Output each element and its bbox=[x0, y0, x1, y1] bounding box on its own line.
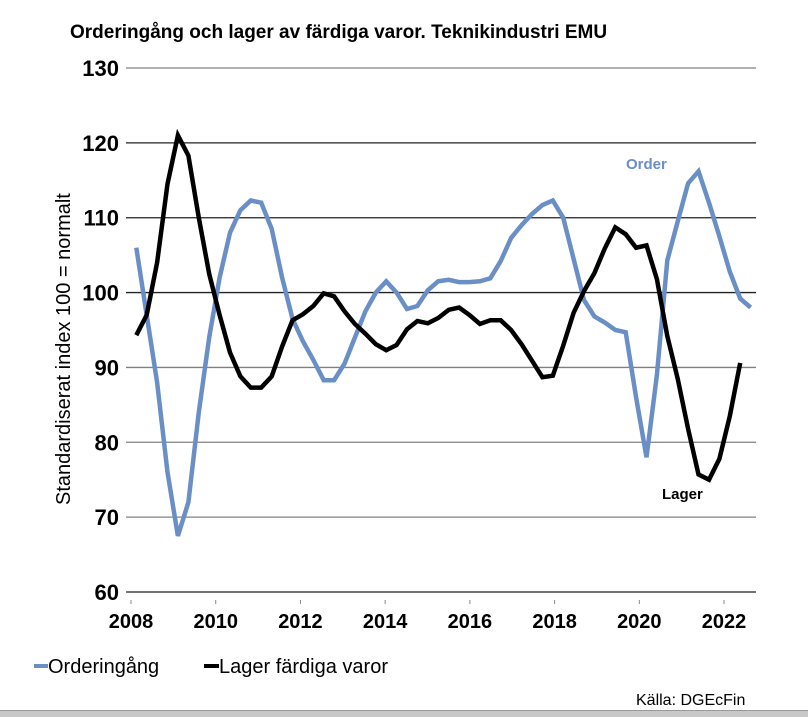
series-line-lager bbox=[134, 128, 743, 483]
y-tick-label: 110 bbox=[84, 206, 120, 231]
source-note: Källa: DGEcFin bbox=[636, 692, 745, 709]
legend-item-lager: Lager färdiga varor bbox=[204, 656, 388, 678]
y-tick-label: 60 bbox=[95, 580, 119, 605]
y-tick-label: 120 bbox=[82, 131, 119, 156]
x-axis-ticks: 2008 2010 2012 2014 2016 2018 2020 2022 bbox=[109, 600, 747, 633]
legend-label-orderingang: Orderingång bbox=[48, 656, 159, 678]
x-tick-label: 2018 bbox=[532, 611, 577, 633]
y-tick-label: 90 bbox=[95, 355, 119, 380]
y-tick-label: 100 bbox=[82, 281, 119, 306]
x-tick-label: 2012 bbox=[278, 611, 323, 633]
legend-label-lager: Lager färdiga varor bbox=[219, 656, 388, 678]
x-tick-label: 2020 bbox=[617, 611, 662, 633]
x-tick-label: 2022 bbox=[702, 611, 747, 633]
gridlines bbox=[126, 67, 756, 593]
chart-title: Orderingång och lager av färdiga varor. … bbox=[70, 22, 607, 43]
y-tick-label: 70 bbox=[95, 505, 119, 530]
y-tick-label: 130 bbox=[82, 56, 119, 81]
bottom-border bbox=[0, 710, 808, 717]
y-tick-label: 80 bbox=[95, 430, 119, 455]
legend-item-orderingang: Orderingång bbox=[34, 656, 159, 678]
legend: Orderingång Lager färdiga varor bbox=[34, 656, 388, 678]
x-tick-label: 2016 bbox=[448, 611, 493, 633]
annotation-lager: Lager bbox=[662, 486, 703, 503]
y-axis-ticks: 60 70 80 90 100 110 120 130 bbox=[82, 56, 119, 605]
x-tick-label: 2010 bbox=[193, 611, 238, 633]
y-axis-label: Standardiserat index 100 = normalt bbox=[53, 193, 75, 505]
series-line-orderingang bbox=[134, 166, 753, 537]
x-tick-label: 2008 bbox=[109, 611, 154, 633]
annotation-order: Order bbox=[626, 156, 667, 173]
series-lines bbox=[134, 128, 753, 537]
x-tick-label: 2014 bbox=[363, 611, 408, 633]
